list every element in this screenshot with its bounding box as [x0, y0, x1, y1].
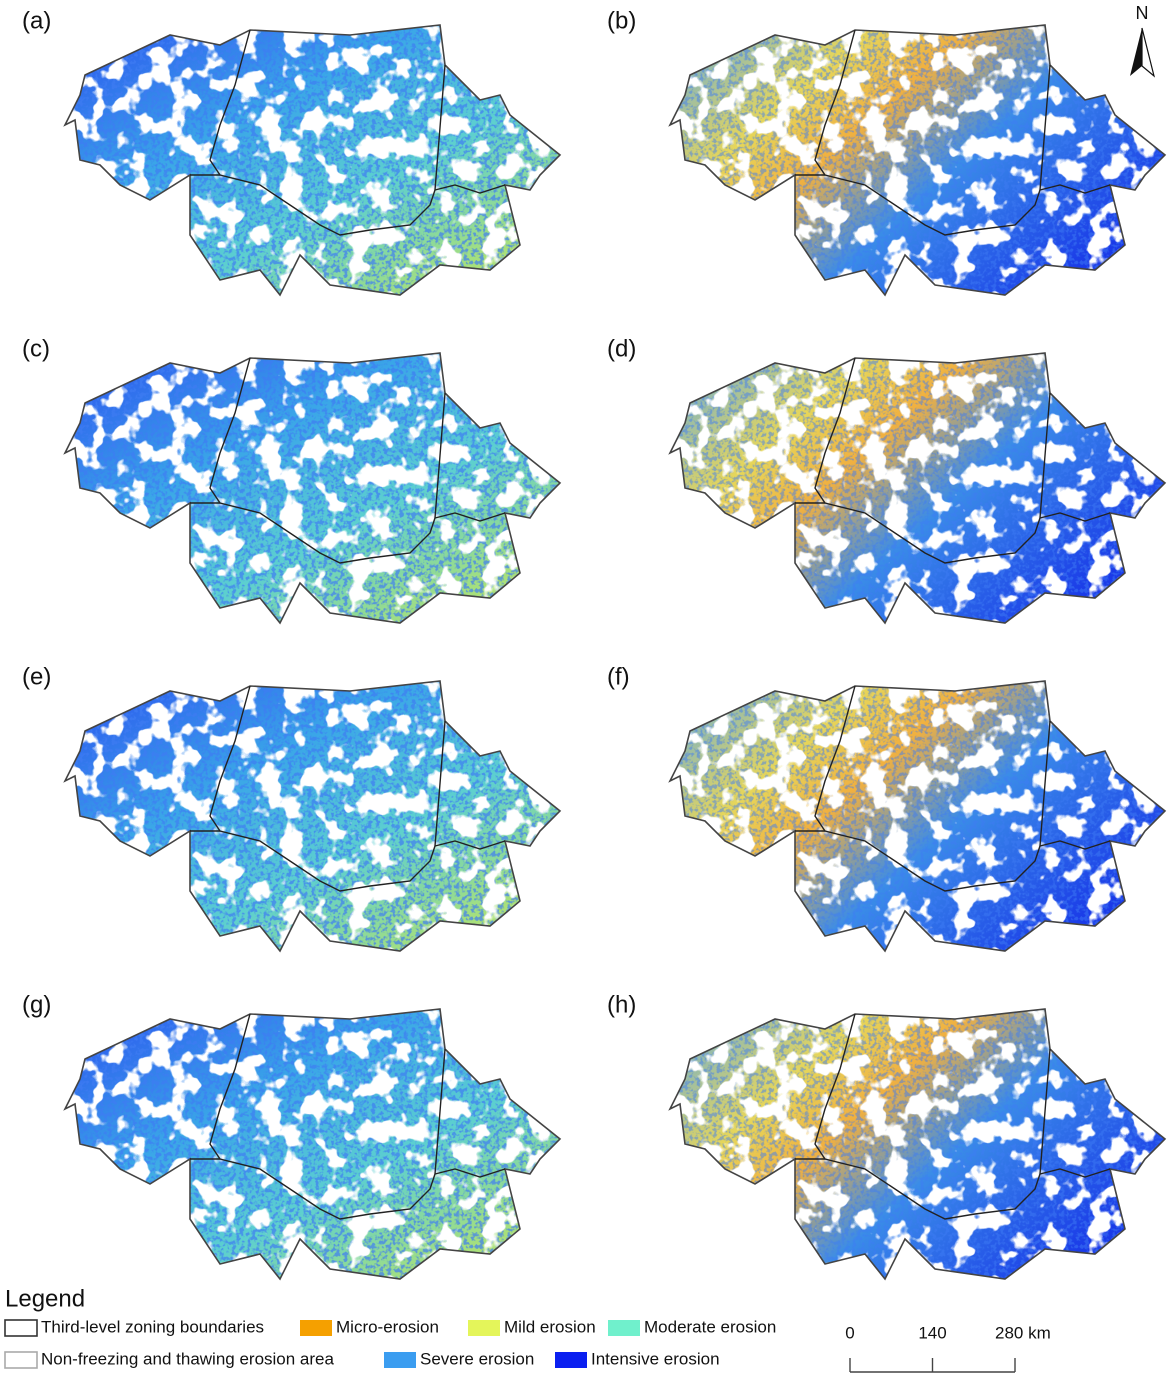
zone-boundary — [795, 174, 1111, 194]
zone-boundary — [795, 502, 1111, 522]
map-fill — [65, 353, 560, 623]
map-fill — [670, 681, 1165, 951]
zone-boundary — [814, 1013, 1051, 1220]
panel-label: (a) — [22, 7, 51, 34]
legend-swatch — [4, 1351, 38, 1369]
map-fill — [65, 1009, 560, 1279]
map — [669, 1008, 1166, 1280]
north-label: N — [1136, 3, 1149, 23]
non-erosion-patches — [670, 1009, 1165, 1279]
map — [64, 680, 561, 952]
legend-swatch — [300, 1320, 332, 1336]
zone-boundary — [795, 1158, 1111, 1178]
map — [669, 24, 1166, 296]
panel-label: (e) — [22, 663, 51, 690]
zone-boundary — [795, 830, 1111, 850]
legend-title: Legend — [5, 1285, 85, 1312]
map-fill — [65, 25, 560, 295]
map — [64, 1008, 561, 1280]
legend-swatch — [384, 1352, 416, 1368]
map-fill — [65, 681, 560, 951]
panel-label: (f) — [607, 663, 630, 690]
legend-swatch — [555, 1352, 587, 1368]
north-arrow-right — [1141, 27, 1156, 78]
panel-label: (g) — [22, 991, 51, 1018]
zone-boundary — [209, 357, 446, 564]
legend: Third-level zoning boundaries Micro-erosi… — [4, 1317, 776, 1369]
legend-swatch — [608, 1320, 640, 1336]
map — [64, 352, 561, 624]
scale-label: 140 — [918, 1323, 946, 1342]
map-fill — [670, 353, 1165, 623]
zone-boundary — [814, 357, 1051, 564]
legend-swatch — [468, 1320, 500, 1336]
map — [669, 352, 1166, 624]
zone-boundary — [209, 685, 446, 892]
legend-swatch — [4, 1319, 38, 1337]
legend-label: Severe erosion — [420, 1349, 534, 1368]
north-arrow-left — [1130, 28, 1142, 76]
legend-label: Third-level zoning boundaries — [41, 1317, 264, 1336]
legend-label: Moderate erosion — [644, 1317, 776, 1336]
north-arrow: N — [1130, 3, 1156, 78]
scale-label: 0 — [845, 1323, 854, 1342]
panels: (a) (b) (c) (d) (e) (f) (g) (h) — [22, 7, 1166, 1280]
scale-label: 280 km — [995, 1323, 1051, 1342]
legend-label: Intensive erosion — [591, 1349, 720, 1368]
non-erosion-patches — [65, 25, 560, 295]
map — [669, 680, 1166, 952]
panel-label: (b) — [607, 7, 636, 34]
map — [64, 24, 561, 296]
panel-label: (d) — [607, 335, 636, 362]
legend-label: Micro-erosion — [336, 1317, 439, 1336]
non-erosion-patches — [670, 681, 1165, 951]
legend-label: Non-freezing and thawing erosion area — [41, 1349, 335, 1368]
legend-label: Mild erosion — [504, 1317, 596, 1336]
zone-boundary — [814, 29, 1051, 236]
scale-bar: 0 140 280 km — [845, 1323, 1051, 1373]
non-erosion-patches — [670, 353, 1165, 623]
zone-boundary — [190, 174, 506, 194]
zone-boundary — [209, 29, 446, 236]
non-erosion-patches — [65, 1009, 560, 1279]
non-erosion-patches — [65, 681, 560, 951]
panel-label: (h) — [607, 991, 636, 1018]
zone-boundary — [209, 1013, 446, 1220]
zone-boundary — [190, 830, 506, 850]
panel-label: (c) — [22, 335, 50, 362]
non-erosion-patches — [65, 353, 560, 623]
map-fill — [670, 1009, 1165, 1279]
zone-boundary — [190, 1158, 506, 1178]
map-fill — [670, 25, 1165, 295]
non-erosion-patches — [670, 25, 1165, 295]
zone-boundary — [190, 502, 506, 522]
zone-boundary — [814, 685, 1051, 892]
